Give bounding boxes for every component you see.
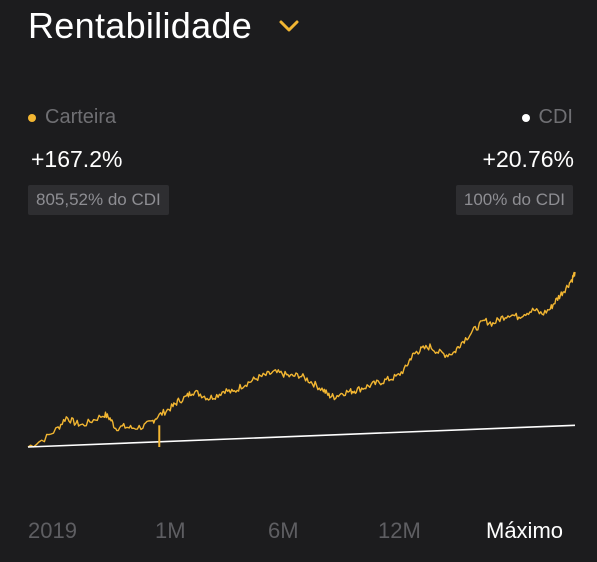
cdi-dot-icon (521, 113, 530, 122)
series-line-carteira (27, 271, 576, 448)
period-1m[interactable]: 1M (155, 518, 186, 543)
legend-carteira: Carteira (28, 106, 116, 129)
legend-cdi: CDI (521, 106, 573, 129)
period-6m[interactable]: 6M (268, 518, 299, 543)
legend-cdi-label: CDI (538, 106, 573, 128)
chevron-down-icon[interactable] (278, 19, 300, 33)
series-line-cdi (27, 424, 576, 448)
period-2019[interactable]: 2019 (28, 518, 77, 543)
carteira-dot-icon (28, 113, 36, 122)
carteira-return-value: +167.2% (31, 146, 123, 172)
carteira-cdi-badge: 805,52% do CDI (28, 185, 169, 215)
period-maximo[interactable]: Máximo (486, 518, 564, 543)
rentabilidade-chart[interactable] (0, 230, 597, 480)
page-title: Rentabilidade (28, 5, 253, 46)
cdi-return-value: +20.76% (482, 146, 574, 172)
period-selector: 2019 1M 6M 12M Máximo (0, 518, 597, 552)
section-header[interactable]: Rentabilidade (28, 2, 300, 50)
cdi-cdi-badge: 100% do CDI (455, 185, 573, 215)
period-12m[interactable]: 12M (378, 518, 421, 543)
legend-carteira-label: Carteira (45, 106, 117, 128)
